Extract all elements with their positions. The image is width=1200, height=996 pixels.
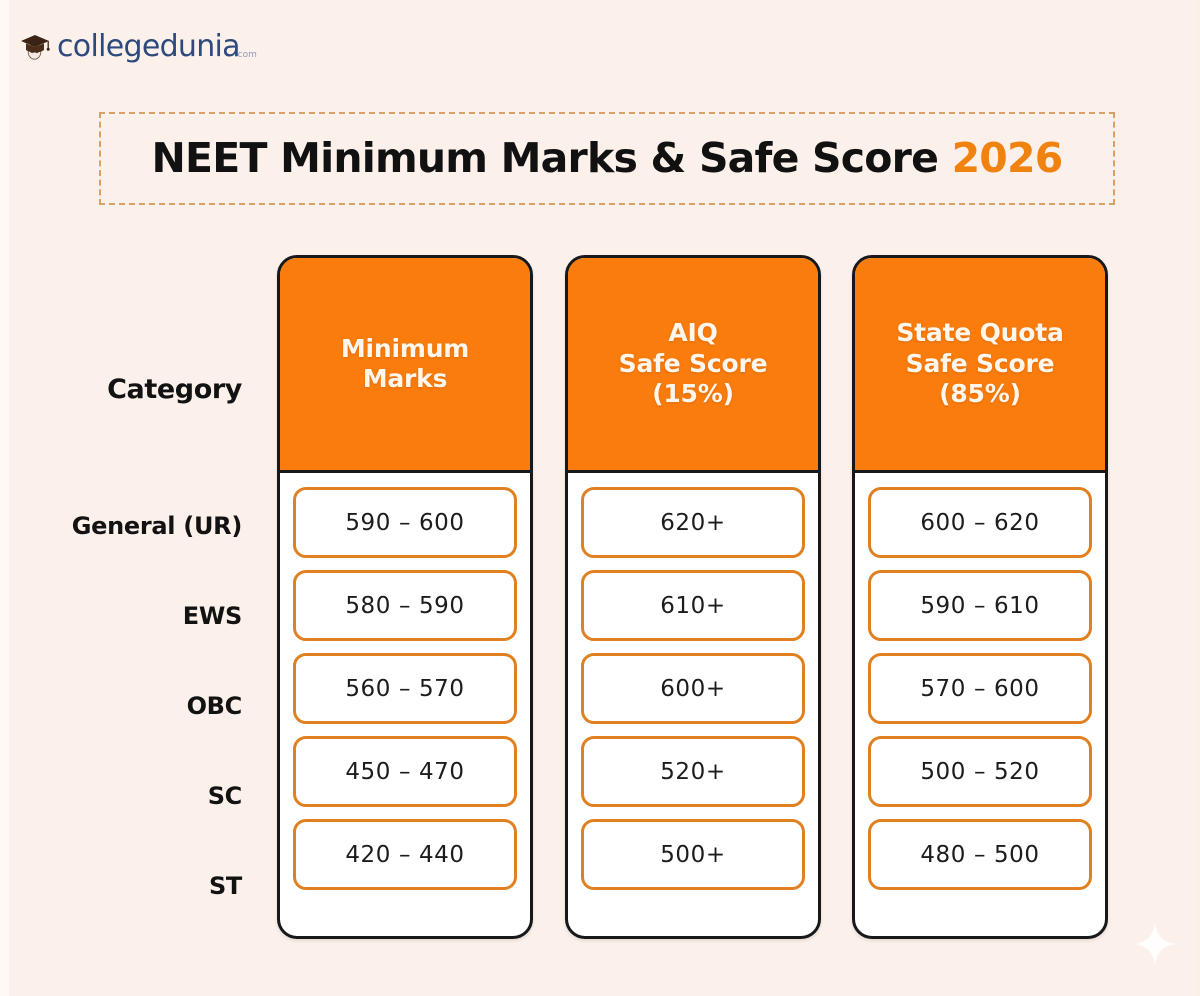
- cell-value: 590 – 600: [345, 509, 465, 536]
- logo-wordmark: collegedunia .com: [57, 29, 257, 64]
- table-cell: 560 – 570: [293, 653, 517, 724]
- page-right-edge: [1196, 0, 1200, 996]
- table-cell: 480 – 500: [868, 819, 1092, 890]
- column-body-aiq-safe-score: 620+ 610+ 600+ 520+ 500+: [568, 473, 818, 900]
- column-header-aiq-safe-score: AIQ Safe Score (15%): [568, 258, 818, 473]
- sparkle-icon: [1133, 922, 1177, 966]
- cell-value: 420 – 440: [345, 841, 465, 868]
- category-label-ews: EWS: [182, 602, 243, 630]
- table-cell: 500+: [581, 819, 805, 890]
- cell-value: 500 – 520: [920, 758, 1040, 785]
- table-cell: 610+: [581, 570, 805, 641]
- score-table: Category General (UR) EWS OBC SC ST Mini…: [0, 252, 1200, 942]
- cell-value: 600+: [660, 675, 726, 702]
- title-banner: NEET Minimum Marks & Safe Score 2026: [99, 112, 1115, 205]
- column-header-minimum-marks: Minimum Marks: [280, 258, 530, 473]
- table-cell: 450 – 470: [293, 736, 517, 807]
- page-left-edge: [0, 0, 9, 996]
- cell-value: 570 – 600: [920, 675, 1040, 702]
- category-label-sc: SC: [207, 782, 243, 810]
- column-body-state-quota-safe-score: 600 – 620 590 – 610 570 – 600 500 – 520 …: [855, 473, 1105, 900]
- table-cell: 570 – 600: [868, 653, 1092, 724]
- table-cell: 420 – 440: [293, 819, 517, 890]
- title-main-text: NEET Minimum Marks & Safe Score: [151, 134, 952, 182]
- column-state-quota-safe-score: State Quota Safe Score (85%) 600 – 620 5…: [852, 255, 1108, 939]
- cell-value: 580 – 590: [345, 592, 465, 619]
- table-cell: 600 – 620: [868, 487, 1092, 558]
- cell-value: 610+: [660, 592, 726, 619]
- cell-value: 520+: [660, 758, 726, 785]
- logo-tld: .com: [234, 50, 257, 60]
- table-cell: 590 – 610: [868, 570, 1092, 641]
- page-title: NEET Minimum Marks & Safe Score 2026: [152, 138, 1064, 179]
- column-header-text: AIQ Safe Score (15%): [618, 318, 768, 409]
- category-label-st: ST: [208, 872, 242, 900]
- table-cell: 520+: [581, 736, 805, 807]
- column-header-text: Minimum Marks: [340, 333, 470, 394]
- column-minimum-marks: Minimum Marks 590 – 600 580 – 590 560 – …: [277, 255, 533, 939]
- table-cell: 590 – 600: [293, 487, 517, 558]
- category-label-obc: OBC: [186, 692, 243, 720]
- cell-value: 590 – 610: [920, 592, 1040, 619]
- cell-value: 500+: [660, 841, 726, 868]
- table-cell: 580 – 590: [293, 570, 517, 641]
- graduation-cap-icon: [18, 30, 52, 64]
- cell-value: 600 – 620: [920, 509, 1040, 536]
- category-column: Category General (UR) EWS OBC SC ST: [0, 252, 262, 942]
- cell-value: 480 – 500: [920, 841, 1040, 868]
- cell-value: 560 – 570: [345, 675, 465, 702]
- column-header-state-quota-safe-score: State Quota Safe Score (85%): [855, 258, 1105, 473]
- collegedunia-logo[interactable]: collegedunia .com: [18, 29, 257, 64]
- title-year: 2026: [951, 134, 1064, 182]
- category-label-general: General (UR): [71, 512, 243, 540]
- logo-brand-name: collegedunia: [57, 29, 241, 64]
- column-header-text: State Quota Safe Score (85%): [896, 318, 1064, 409]
- table-cell: 500 – 520: [868, 736, 1092, 807]
- table-cell: 600+: [581, 653, 805, 724]
- cell-value: 620+: [660, 509, 726, 536]
- column-aiq-safe-score: AIQ Safe Score (15%) 620+ 610+ 600+ 520+…: [565, 255, 821, 939]
- category-column-header: Category: [107, 374, 242, 405]
- table-cell: 620+: [581, 487, 805, 558]
- cell-value: 450 – 470: [345, 758, 465, 785]
- column-body-minimum-marks: 590 – 600 580 – 590 560 – 570 450 – 470 …: [280, 473, 530, 900]
